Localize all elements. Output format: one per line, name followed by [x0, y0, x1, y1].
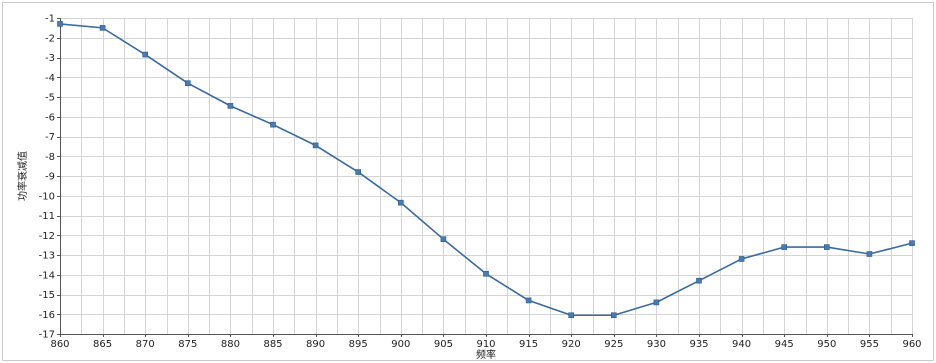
data-point	[270, 121, 276, 128]
y-tick-label: -3	[45, 53, 55, 64]
data-point	[397, 199, 404, 206]
data-point	[312, 142, 319, 149]
data-point	[568, 312, 575, 319]
x-tick-label: 920	[562, 339, 581, 350]
y-tick-label: -16	[39, 310, 55, 321]
x-tick-label: 885	[263, 339, 282, 350]
data-point	[142, 51, 148, 58]
x-tick-label: 925	[604, 339, 623, 350]
x-tick-label: 950	[817, 339, 836, 350]
x-tick-label: 880	[221, 339, 240, 350]
x-tick-label: 915	[519, 339, 538, 350]
x-tick-label: 940	[732, 339, 751, 350]
y-tick-label: -7	[45, 132, 55, 143]
data-point	[909, 240, 915, 246]
data-point	[653, 299, 660, 306]
y-tick-label: -11	[39, 211, 55, 222]
x-tick-label: 900	[391, 339, 410, 350]
x-axis-title: 频率	[476, 348, 496, 361]
data-point	[823, 244, 830, 250]
data-point	[483, 270, 489, 277]
data-point	[610, 312, 617, 319]
y-tick-label: -2	[45, 33, 55, 44]
y-tick-label: -12	[39, 231, 55, 242]
data-point	[440, 236, 447, 242]
x-tick-label: 895	[349, 339, 368, 350]
y-tick-label: -13	[39, 251, 55, 262]
x-tick-label: 905	[434, 339, 453, 350]
y-tick-label: -1	[45, 14, 55, 25]
data-point	[227, 103, 234, 109]
x-tick-label: 910	[476, 339, 495, 350]
x-tick-label: 960	[902, 339, 921, 350]
x-tick-label: 930	[647, 339, 666, 350]
data-point	[525, 297, 532, 304]
y-tick-label: -10	[39, 191, 55, 202]
y-tick-label: -8	[45, 152, 55, 163]
y-tick-label: -15	[39, 290, 55, 301]
x-tick-label: 945	[775, 339, 794, 350]
data-point	[738, 256, 745, 262]
y-tick-label: -17	[39, 330, 55, 341]
y-axis-title: 功率衰减值	[16, 151, 29, 201]
y-tick-label: -9	[45, 172, 55, 183]
x-tick-label: 865	[93, 339, 112, 350]
data-point	[866, 251, 873, 257]
x-tick-label: 955	[860, 339, 879, 350]
y-tick-label: -5	[45, 93, 55, 104]
y-tick-label: -4	[45, 73, 55, 84]
data-point	[355, 169, 362, 175]
y-tick-label: -14	[39, 270, 55, 281]
data-point	[99, 25, 106, 31]
data-point	[696, 277, 702, 284]
x-tick-label: 935	[689, 339, 708, 350]
data-point	[185, 80, 191, 86]
y-tick-label: -6	[45, 112, 55, 123]
x-tick-label: 870	[136, 339, 155, 350]
data-point	[57, 21, 63, 27]
x-tick-label: 860	[50, 339, 69, 350]
x-tick-label: 875	[178, 339, 197, 350]
data-point	[781, 244, 788, 250]
x-tick-label: 890	[306, 339, 325, 350]
